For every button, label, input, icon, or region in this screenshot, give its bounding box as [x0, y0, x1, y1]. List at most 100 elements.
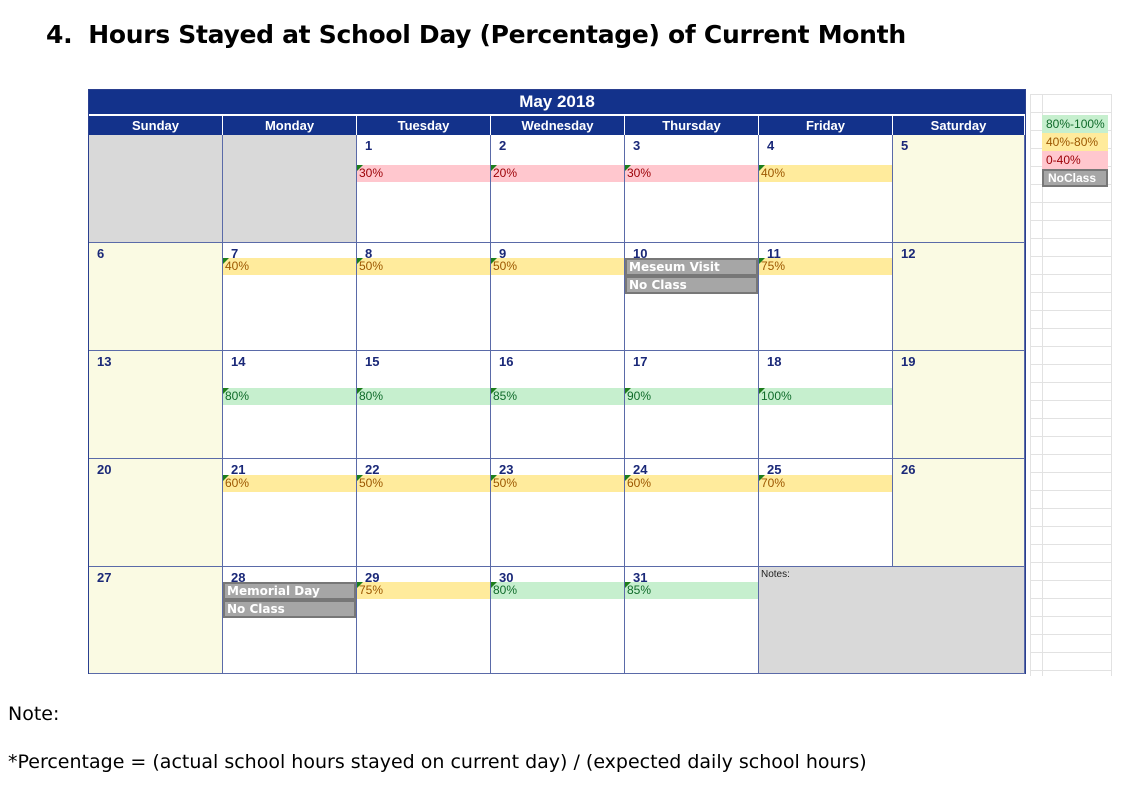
note-text: *Percentage = (actual school hours staye… — [8, 751, 867, 773]
weekday-header-friday: Friday — [759, 116, 893, 135]
day-number: 21 — [231, 462, 246, 477]
gridline — [1042, 94, 1043, 676]
gridline — [1030, 382, 1112, 383]
day-number: 10 — [633, 246, 648, 261]
day-cell-1: 1 30% — [357, 135, 491, 243]
attendance-percentage: 75% — [759, 258, 892, 275]
day-cell-3: 3 30% — [625, 135, 759, 243]
day-cell-15: 15 80% — [357, 351, 491, 459]
attendance-percentage: 50% — [357, 475, 490, 492]
day-number: 5 — [901, 138, 909, 153]
attendance-percentage: 60% — [625, 475, 758, 492]
gridline — [1030, 310, 1112, 311]
day-number: 6 — [97, 246, 105, 261]
gridline — [1030, 436, 1112, 437]
weekday-header-sunday: Sunday — [89, 116, 223, 135]
gridline — [1030, 616, 1112, 617]
gridline — [1030, 634, 1112, 635]
day-cell-13: 13 — [89, 351, 223, 459]
day-number: 13 — [97, 354, 112, 369]
gridline — [1030, 364, 1112, 365]
gridline — [1030, 400, 1112, 401]
weekday-header-tuesday: Tuesday — [357, 116, 491, 135]
day-cell-6: 6 — [89, 243, 223, 351]
gridline — [1030, 94, 1031, 676]
attendance-percentage: 30% — [357, 165, 490, 182]
section-title: Hours Stayed at School Day (Percentage) … — [88, 20, 906, 49]
weekday-header-saturday: Saturday — [893, 116, 1025, 135]
attendance-percentage: 50% — [491, 258, 624, 275]
gridline — [1030, 418, 1112, 419]
event-meseum-visit: Meseum Visit — [625, 258, 758, 276]
weekday-header-row: Sunday Monday Tuesday Wednesday Thursday Frid… — [89, 116, 1025, 135]
day-cell-17: 17 90% — [625, 351, 759, 459]
section-heading: 4. Hours Stayed at School Day (Percentage… — [46, 20, 906, 49]
gridline — [1030, 652, 1112, 653]
gridline — [1030, 328, 1112, 329]
weekday-header-monday: Monday — [223, 116, 357, 135]
gridline — [1030, 346, 1112, 347]
attendance-percentage: 40% — [759, 165, 892, 182]
gridline — [1030, 256, 1112, 257]
spreadsheet-gridlines — [1030, 94, 1112, 676]
day-cell-23: 23 50% — [491, 459, 625, 567]
gridline — [1030, 490, 1112, 491]
legend: 80%-100% 40%-80% 0-40% NoClass — [1042, 115, 1108, 187]
day-number: 22 — [365, 462, 380, 477]
gridline — [1030, 454, 1112, 455]
day-number: 3 — [633, 138, 641, 153]
day-number: 20 — [97, 462, 112, 477]
event-no-class: No Class — [223, 600, 356, 618]
attendance-percentage: 60% — [223, 475, 356, 492]
day-cell-12: 12 — [893, 243, 1025, 351]
gridline — [1030, 562, 1112, 563]
weekday-header-thursday: Thursday — [625, 116, 759, 135]
day-cell-18: 18 100% — [759, 351, 893, 459]
day-number: 11 — [767, 246, 781, 261]
day-cell-27: 27 — [89, 567, 223, 674]
gridline — [1111, 94, 1112, 676]
day-cell-28: 28 Memorial Day No Class — [223, 567, 357, 674]
day-number: 4 — [767, 138, 775, 153]
day-cell-26: 26 — [893, 459, 1025, 567]
day-cell-5: 5 — [893, 135, 1025, 243]
weekday-header-wednesday: Wednesday — [491, 116, 625, 135]
day-cell-4: 4 40% — [759, 135, 893, 243]
attendance-percentage: 90% — [625, 388, 758, 405]
notes-label: Notes: — [761, 569, 790, 580]
day-cell-14: 14 80% — [223, 351, 357, 459]
gridline — [1030, 508, 1112, 509]
day-cell-31: 31 85% — [625, 567, 759, 674]
gridline — [1030, 526, 1112, 527]
day-number: 27 — [97, 570, 112, 585]
day-cell-30: 30 80% — [491, 567, 625, 674]
day-cell-10: 10 Meseum Visit No Class — [625, 243, 759, 351]
attendance-percentage: 100% — [759, 388, 892, 405]
note-title: Note: — [8, 703, 60, 725]
day-number: 8 — [365, 246, 373, 261]
event-no-class: No Class — [625, 276, 758, 294]
day-number: 18 — [767, 354, 782, 369]
day-cell-20: 20 — [89, 459, 223, 567]
event-memorial-day: Memorial Day — [223, 582, 356, 600]
attendance-percentage: 75% — [357, 582, 490, 599]
day-cell-22: 22 50% — [357, 459, 491, 567]
day-cell-9: 9 50% — [491, 243, 625, 351]
gridline — [1030, 238, 1112, 239]
section-number: 4. — [46, 20, 73, 49]
attendance-percentage: 70% — [759, 475, 892, 492]
day-number: 15 — [365, 354, 380, 369]
calendar: May 2018 Sunday Monday Tuesday Wednesday Thu… — [88, 89, 1026, 674]
day-cell-29: 29 75% — [357, 567, 491, 674]
attendance-percentage: 40% — [223, 258, 356, 275]
empty-day-cell — [89, 135, 223, 243]
gridline — [1030, 544, 1112, 545]
day-number: 12 — [901, 246, 916, 261]
gridline — [1030, 94, 1112, 95]
day-number: 26 — [901, 462, 916, 477]
day-number: 23 — [499, 462, 514, 477]
attendance-percentage: 50% — [357, 258, 490, 275]
attendance-percentage: 80% — [223, 388, 356, 405]
day-number: 25 — [767, 462, 782, 477]
gridline — [1030, 274, 1112, 275]
